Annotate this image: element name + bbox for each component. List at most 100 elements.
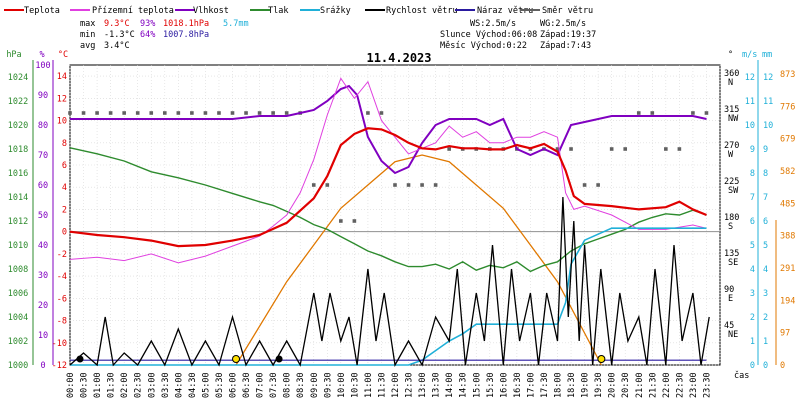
tick-time: 14:00 xyxy=(445,372,455,398)
wind-dir-point xyxy=(609,147,614,151)
tick-time: 19:00 xyxy=(581,372,591,398)
tick-dir: E xyxy=(728,294,733,304)
tick-hpa: 1018 xyxy=(8,145,28,155)
tick-time: 11:30 xyxy=(377,372,387,398)
tick-time: 02:00 xyxy=(120,372,130,398)
tick-hpa: 1014 xyxy=(8,193,28,203)
tick-time: 05:00 xyxy=(201,372,211,398)
tick-time: 18:30 xyxy=(567,372,577,398)
tick-time: 08:00 xyxy=(283,372,293,398)
tick-time: 04:00 xyxy=(174,372,184,398)
tick-hpa: 1016 xyxy=(8,169,28,179)
wind-dir-point xyxy=(352,219,357,223)
tick-ms: 3 xyxy=(750,289,755,299)
tick-c: 2 xyxy=(62,205,67,215)
tick-time: 12:00 xyxy=(391,372,401,398)
tick-ms: 6 xyxy=(750,217,755,227)
tick-deg: 270 xyxy=(724,141,739,151)
tick-time: 12:30 xyxy=(405,372,415,398)
tick-time: 01:30 xyxy=(107,372,117,398)
tick-time: 08:30 xyxy=(296,372,306,398)
tick-time: 10:00 xyxy=(337,372,347,398)
tick-hpa: 1008 xyxy=(8,265,28,275)
tick-mm: 12 xyxy=(763,73,773,83)
tick-c: -12 xyxy=(52,361,67,371)
wind-dir-point xyxy=(162,111,167,115)
tick-mm: 3 xyxy=(763,289,768,299)
tick-dir: NE xyxy=(728,330,738,340)
wind-dir-point xyxy=(176,111,181,115)
wind-dir-point xyxy=(257,111,262,115)
legend-label: Srážky xyxy=(320,6,351,16)
tick-solar: 485 xyxy=(780,199,795,209)
wind-dir-point xyxy=(284,111,289,115)
stat-max-label: max xyxy=(80,19,95,29)
wind-dir-point xyxy=(230,111,235,115)
legend-label: Náraz větru xyxy=(477,6,533,16)
tick-time: 05:30 xyxy=(215,372,225,398)
tick-time: 01:00 xyxy=(93,372,103,398)
wind-dir-point xyxy=(122,111,126,115)
tick-hpa: 1006 xyxy=(8,289,28,299)
tick-hpa: 1000 xyxy=(8,361,28,371)
series-layer xyxy=(68,77,710,367)
tick-solar: 0 xyxy=(780,361,785,371)
tick-solar: 776 xyxy=(780,102,795,112)
legend: Teplota Přízemní teplota Vlhkost Tlak Srážky… xyxy=(4,6,593,16)
tick-solar: 97 xyxy=(780,329,790,339)
wind-dir-point xyxy=(203,111,208,115)
stat-max-temp: 9.3°C xyxy=(104,19,130,29)
axes: hPa1000100210041006100810101012101410161… xyxy=(6,50,795,398)
tick-pct: 80 xyxy=(38,121,48,131)
tick-time: 15:30 xyxy=(486,372,496,398)
tick-ms: 10 xyxy=(745,121,755,131)
wind-dir-point xyxy=(95,111,99,115)
tick-time: 22:00 xyxy=(662,372,672,398)
stat-max-hum: 93% xyxy=(140,19,155,29)
tick-time: 00:00 xyxy=(66,372,76,398)
tick-time: 17:00 xyxy=(526,372,536,398)
stat-ws: WS:2.5m/s xyxy=(470,19,516,29)
legend-label: Tlak xyxy=(268,6,288,16)
legend-label: Teplota xyxy=(24,6,60,16)
axis-title-pct: % xyxy=(39,50,44,60)
stat-avg-temp: 3.4°C xyxy=(104,41,130,51)
tick-hpa: 1020 xyxy=(8,121,28,131)
stat-mesic: Měsíc Východ:0:22 xyxy=(440,41,527,51)
tick-deg: 360 xyxy=(724,69,739,79)
wind-dir-point xyxy=(623,147,628,151)
wind-dir-point xyxy=(366,111,370,115)
tick-ms: 0 xyxy=(750,361,755,371)
tick-time: 00:30 xyxy=(80,372,90,398)
tick-deg: 135 xyxy=(724,249,739,259)
tick-deg: 315 xyxy=(724,105,739,115)
tick-dir: NW xyxy=(728,114,739,124)
tick-mm: 7 xyxy=(763,193,768,203)
tick-c: 4 xyxy=(62,183,67,193)
tick-ms: 2 xyxy=(750,313,755,323)
wind-dir-point xyxy=(339,219,343,223)
series-wind-speed xyxy=(69,196,710,367)
tick-mm: 8 xyxy=(763,169,768,179)
tick-mm: 10 xyxy=(763,121,773,131)
stat-max-rain: 5.7mm xyxy=(223,19,249,29)
tick-ms: 9 xyxy=(750,145,755,155)
wind-dir-point xyxy=(244,111,248,115)
tick-time: 14:30 xyxy=(459,372,469,398)
legend-label: Přízemní teplota xyxy=(92,6,174,16)
moon-marker xyxy=(275,355,283,363)
tick-time: 02:30 xyxy=(134,372,144,398)
wind-dir-point xyxy=(664,147,668,151)
tick-time: 22:30 xyxy=(675,372,685,398)
tick-time: 09:30 xyxy=(323,372,333,398)
tick-c: -6 xyxy=(57,294,67,304)
tick-time: 03:00 xyxy=(147,372,157,398)
legend-label: Rychlost větru xyxy=(386,6,458,16)
tick-time: 07:30 xyxy=(269,372,279,398)
tick-deg: 225 xyxy=(724,177,739,187)
wind-dir-point xyxy=(447,147,451,151)
moon-marker xyxy=(76,355,84,363)
series-ground-temp xyxy=(69,77,707,264)
tick-time: 10:30 xyxy=(350,372,360,398)
